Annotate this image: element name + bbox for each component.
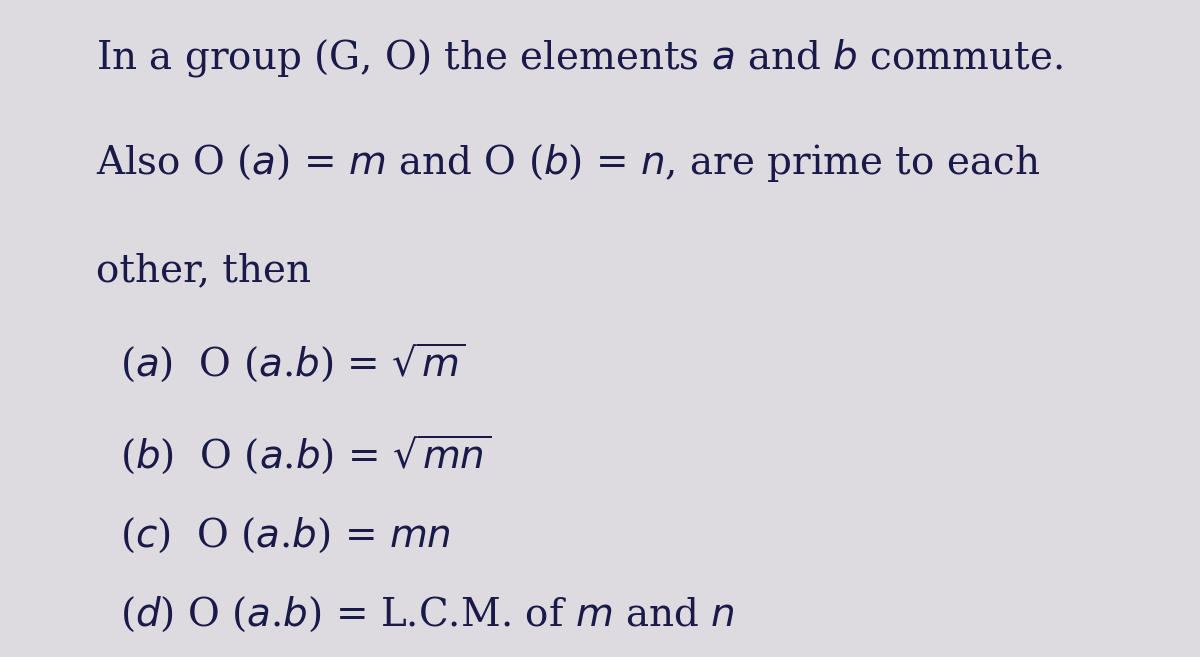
Text: Also O ($a$) = $m$ and O ($b$) = $n$, are prime to each: Also O ($a$) = $m$ and O ($b$) = $n$, ar… xyxy=(96,142,1040,184)
Text: ($a$)  O ($a$.$b$) = $\sqrt{m}$: ($a$) O ($a$.$b$) = $\sqrt{m}$ xyxy=(120,341,466,384)
Text: ($d$) O ($a$.$b$) = L.C.M. of $m$ and $n$: ($d$) O ($a$.$b$) = L.C.M. of $m$ and $n… xyxy=(120,595,734,634)
Text: other, then: other, then xyxy=(96,252,311,289)
Text: ($b$)  O ($a$.$b$) = $\sqrt{mn}$: ($b$) O ($a$.$b$) = $\sqrt{mn}$ xyxy=(120,433,492,476)
Text: ($c$)  O ($a$.$b$) = $mn$: ($c$) O ($a$.$b$) = $mn$ xyxy=(120,516,451,555)
Text: In a group (G, O) the elements $a$ and $b$ commute.: In a group (G, O) the elements $a$ and $… xyxy=(96,37,1063,79)
